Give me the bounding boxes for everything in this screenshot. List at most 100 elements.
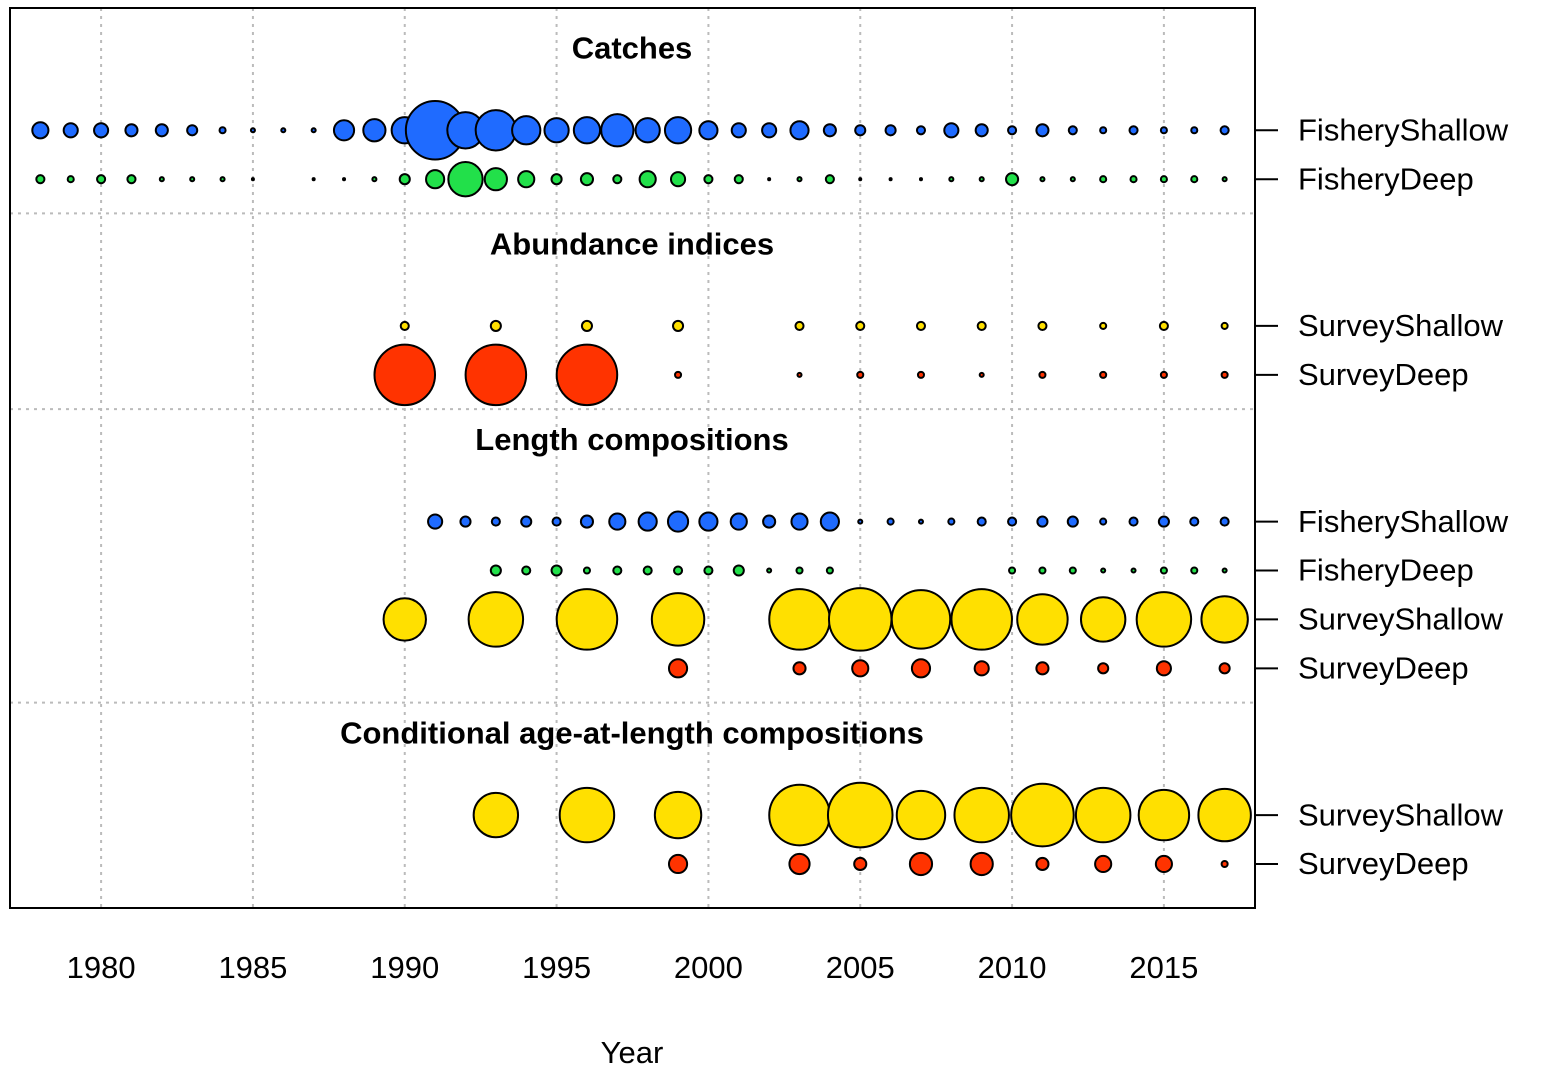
bubble [520,515,533,528]
bubble [789,120,810,141]
bubble [472,791,520,839]
bubble [66,175,75,184]
bubble [1221,567,1228,574]
bubble [489,319,502,332]
bubble [634,117,661,144]
bubble [822,123,837,138]
bubble [580,319,593,332]
bubble [579,172,595,187]
bubble [976,516,987,527]
bubble [1128,516,1139,527]
bubble [600,113,635,148]
bubble [1218,662,1231,675]
bubble [1221,176,1228,183]
bubble [918,177,923,182]
bubble [1219,125,1230,136]
bubble [332,119,356,142]
bubble [672,319,685,332]
bubble [1200,595,1249,644]
bubble [915,125,927,136]
bubble [582,566,591,575]
bubble [543,117,570,144]
bubble [1189,516,1200,527]
bubble [908,851,934,877]
bubble [1220,321,1229,330]
bubble [311,177,316,182]
bubble [373,343,437,407]
bubble [674,370,683,379]
bubble [550,564,563,577]
bubble [974,123,989,138]
bubble [642,565,653,576]
bubble [1159,126,1168,135]
bubble [1197,787,1252,843]
row-label: FisheryShallow [1298,504,1509,539]
x-tick-label: 2015 [1129,950,1198,985]
bubble [854,124,867,137]
bubble [917,518,924,525]
bubble [1100,567,1107,574]
bubble [667,853,689,875]
bubble [425,169,446,190]
bubble [1005,172,1020,187]
bubble [729,512,748,531]
bubble [895,789,947,841]
row-label: SurveyShallow [1298,602,1504,637]
section-title: Abundance indices [490,226,774,261]
bubble [796,176,803,183]
bubble [730,122,747,139]
bubble [1099,126,1108,135]
bubble [555,343,619,407]
bubble [1129,175,1138,184]
bubble [851,659,870,678]
bubble [219,176,226,183]
bubble [31,121,50,140]
bubble [427,513,444,530]
bubble [250,177,255,182]
row-label: SurveyDeep [1298,651,1469,686]
bubble [1158,320,1169,331]
bubble [890,589,952,650]
x-axis-label: Year [601,1035,664,1070]
bubble [790,512,809,531]
bubble [1190,126,1199,135]
bubble [796,371,803,378]
bubble [766,567,773,574]
bubble [698,120,719,141]
row-label: SurveyDeep [1298,846,1469,881]
bubble [490,516,501,527]
bubble [579,514,595,529]
bubble [698,511,719,532]
bubble [342,177,347,182]
bubble [1219,516,1230,527]
x-tick-label: 2005 [826,950,895,985]
bubble [819,511,840,532]
bubble [189,176,196,183]
x-tick-label: 1980 [67,950,136,985]
bubble [1099,370,1108,379]
bubble [762,514,777,529]
bubble [1007,125,1018,136]
bubble [483,167,508,192]
bubble [1038,566,1047,575]
bubble [124,123,139,138]
bubble [824,174,835,185]
bubble [612,565,623,576]
bubble [467,591,525,648]
bubble [1069,176,1076,183]
x-tick-label: 2000 [674,950,743,985]
bubble [884,124,897,137]
bubble [62,122,79,139]
bubble [969,851,994,877]
bubble [855,320,866,331]
bubble [1035,661,1050,676]
row-label: FisheryDeep [1298,553,1474,588]
bubble [761,122,778,139]
x-tick-label: 1990 [370,950,439,985]
bubble [978,371,985,378]
bubble [474,109,518,152]
bubble [669,171,687,188]
bubble [703,174,714,185]
